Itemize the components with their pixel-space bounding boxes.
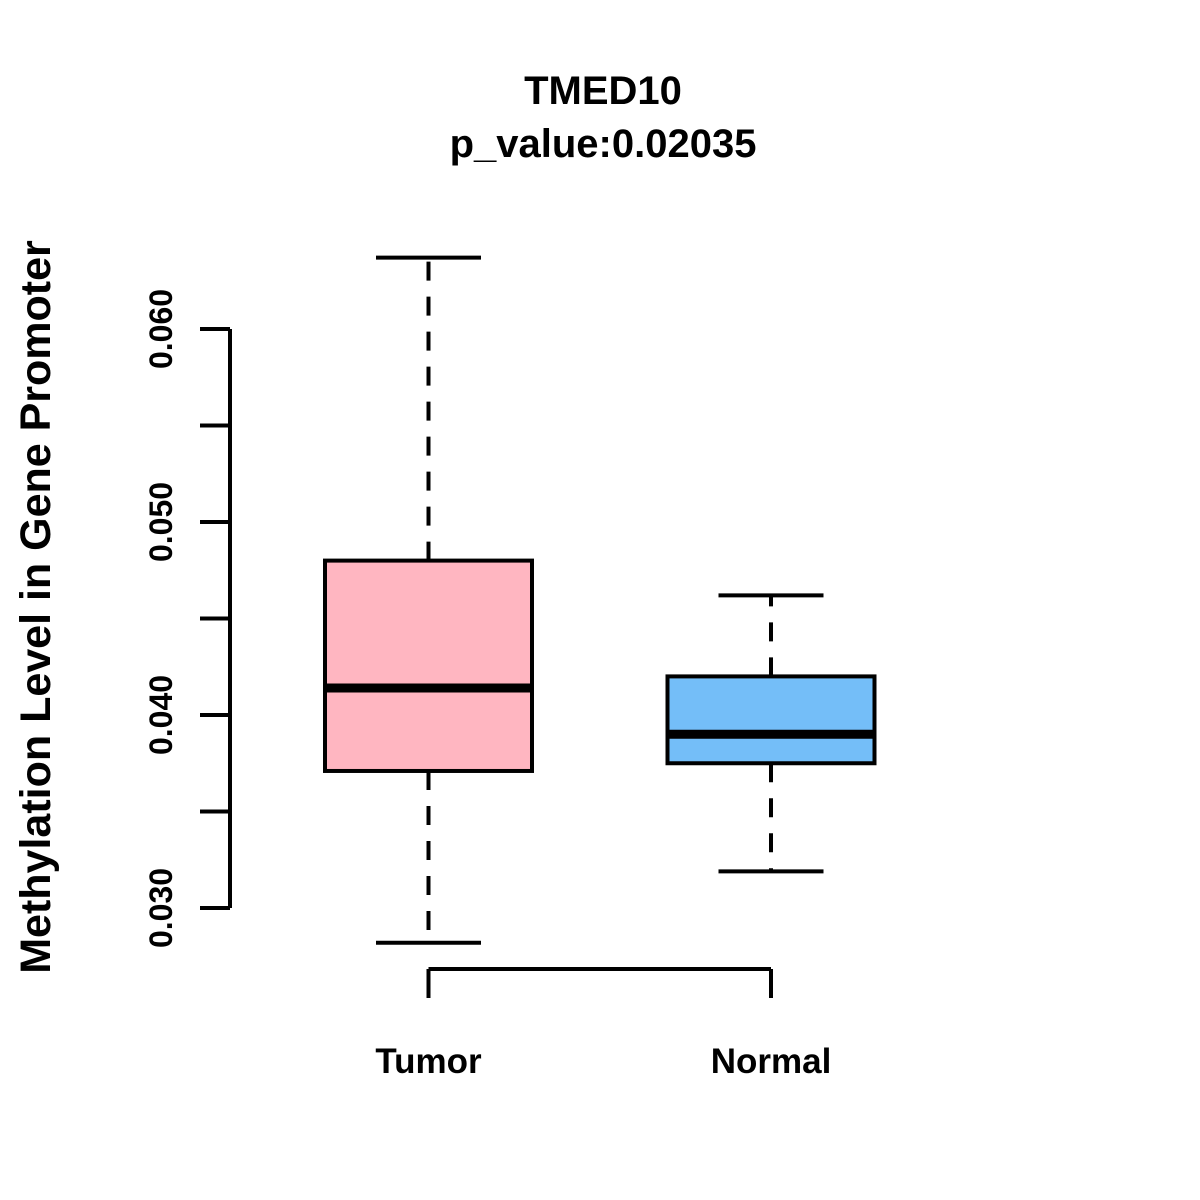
normal-iqr-box (665, 674, 877, 766)
tumor-iqr-box (323, 558, 534, 773)
box-group-normal (665, 593, 877, 874)
y-axis-title: Methylation Level in Gene Promoter (12, 240, 60, 974)
x-axis: Tumor Normal (375, 967, 832, 1081)
chart-subtitle: p_value:0.02035 (450, 122, 757, 166)
y-tick-label: 0.060 (143, 289, 179, 369)
y-tick-label: 0.030 (143, 868, 179, 948)
y-tick-label: 0.040 (143, 675, 179, 755)
y-axis: 0.030 0.040 0.050 0.060 (143, 289, 232, 948)
box-series (323, 255, 877, 945)
chart-title: TMED10 (524, 69, 682, 113)
x-axis-label-normal: Normal (711, 1042, 832, 1081)
x-axis-label-tumor: Tumor (375, 1042, 482, 1081)
box-group-tumor (323, 255, 534, 945)
y-tick-label: 0.050 (143, 482, 179, 562)
